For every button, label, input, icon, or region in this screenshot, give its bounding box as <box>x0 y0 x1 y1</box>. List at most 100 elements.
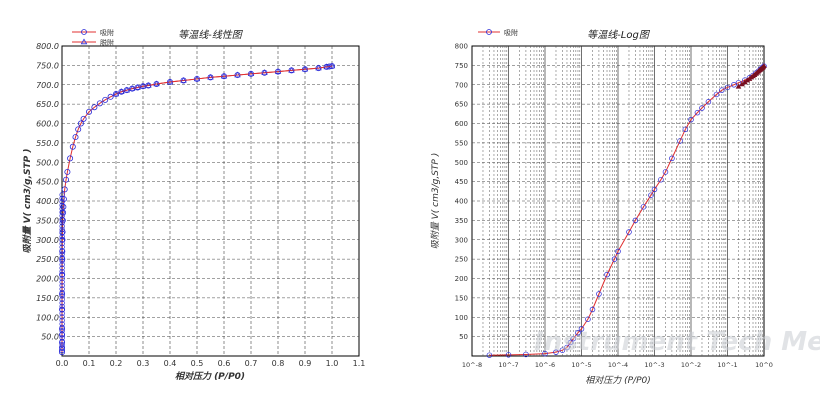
adsorption-point <box>107 93 114 100</box>
adsorption-point <box>688 116 694 123</box>
adsorption-point <box>713 91 720 98</box>
adsorption-point <box>59 254 65 261</box>
y-tick-label: 750.0 <box>36 61 59 70</box>
desorption-point <box>134 83 141 90</box>
adsorption-point <box>59 335 65 341</box>
x-tick-label: 10^-2 <box>681 361 701 369</box>
adsorption-point <box>59 209 65 215</box>
adsorption-point <box>59 338 65 344</box>
y-tick-label: 350 <box>455 217 468 225</box>
desorption-point <box>288 66 295 73</box>
x-tick-label: 10^-8 <box>462 361 482 369</box>
desorption-point <box>153 80 160 87</box>
desorption-point <box>261 69 268 75</box>
y-tick-label: 400.0 <box>36 197 59 206</box>
adsorption-point <box>59 349 66 356</box>
y-tick-label: 250.0 <box>36 255 59 264</box>
y-tick-label: 800 <box>455 43 468 51</box>
log-chart-title: 等温线-Log图 <box>587 29 651 41</box>
adsorption-point <box>626 229 632 235</box>
x-tick-label: 10^-6 <box>535 361 555 369</box>
y-tick-label: 450 <box>455 178 468 186</box>
y-tick-label: 250 <box>455 256 468 264</box>
adsorption-point <box>59 275 65 282</box>
desorption-point <box>274 68 282 74</box>
adsorption-point <box>59 268 65 275</box>
y-tick-label: 550 <box>455 139 468 147</box>
adsorption-point <box>59 192 65 198</box>
legend-circle-marker <box>81 29 87 35</box>
series-line-adsorption <box>489 65 765 356</box>
adsorption-point <box>564 344 570 351</box>
legend-circle-marker <box>486 29 492 35</box>
linear-isotherm-chart: 0.0 0.1 0.2 0.3 0.4 0.5 0.6 0.7 0.8 0.9 1.0 1.1 50.0… <box>22 28 365 382</box>
adsorption-point <box>59 265 65 271</box>
y-tick-label: 400 <box>455 198 468 206</box>
y-tick-label: 500.0 <box>36 158 59 167</box>
y-tick-label: 350.0 <box>36 216 59 225</box>
adsorption-point <box>542 350 548 357</box>
adsorption-point <box>705 99 712 105</box>
linear-legend: 吸附 脱附 <box>72 28 114 47</box>
adsorption-point <box>59 220 65 226</box>
y-tick-label: 600.0 <box>36 120 59 129</box>
adsorption-point <box>575 330 581 336</box>
y-tick-label: 100 <box>455 314 468 322</box>
x-tick-label: 0.5 <box>191 359 204 368</box>
adsorption-point <box>669 155 675 162</box>
adsorption-point <box>59 244 65 250</box>
adsorption-point <box>59 199 65 205</box>
adsorption-point <box>662 169 669 175</box>
log-x-axis-label: 相对压力 (P/P0) <box>585 375 651 386</box>
x-tick-label: 0.9 <box>299 359 312 368</box>
desorption-point <box>739 81 745 87</box>
adsorption-point <box>59 289 65 296</box>
y-tick-label: 650.0 <box>36 100 59 109</box>
adsorption-point <box>61 186 68 193</box>
adsorption-point <box>59 328 65 334</box>
desorption-point <box>129 85 136 91</box>
adsorption-point <box>59 202 65 208</box>
adsorption-point <box>67 155 74 162</box>
adsorption-point <box>75 126 82 133</box>
y-tick-label: 300.0 <box>36 236 59 245</box>
adsorption-point <box>59 293 65 299</box>
adsorption-point <box>77 120 84 127</box>
x-tick-label: 10^-4 <box>608 361 628 369</box>
log-series <box>486 63 767 358</box>
adsorption-point <box>604 271 610 278</box>
adsorption-point <box>59 321 65 327</box>
desorption-point <box>220 72 228 79</box>
y-tick-label: 200.0 <box>36 275 59 284</box>
adsorption-point <box>59 347 66 354</box>
adsorption-point <box>59 317 65 324</box>
x-tick-label: 0.7 <box>245 359 258 368</box>
y-tick-label: 50.0 <box>41 333 59 342</box>
adsorption-point <box>596 291 602 297</box>
adsorption-point <box>80 115 87 122</box>
adsorption-point <box>72 134 79 141</box>
adsorption-point <box>611 256 618 262</box>
adsorption-point <box>59 300 65 306</box>
adsorption-point <box>59 227 65 233</box>
adsorption-point <box>567 339 574 346</box>
y-tick-label: 750 <box>455 62 468 70</box>
x-tick-label: 0.3 <box>137 359 150 368</box>
adsorption-point <box>59 345 65 351</box>
x-tick-label: 10^-7 <box>498 361 518 369</box>
desorption-point <box>207 73 214 80</box>
y-tick-label: 150 <box>455 294 468 302</box>
adsorption-point <box>651 186 658 193</box>
adsorption-point <box>589 306 596 313</box>
adsorption-point <box>559 347 566 353</box>
log-tick-labels: 10^-8 10^-7 10^-6 10^-5 10^-4 10^-3 10^-2 10^-1… <box>455 43 773 370</box>
adsorption-point <box>96 100 103 107</box>
x-tick-label: 10^-1 <box>717 361 737 369</box>
log-isotherm-chart: 10^-8 10^-7 10^-6 10^-5 10^-4 10^-3 10^-2 10^-1… <box>430 28 820 386</box>
adsorption-point <box>59 251 65 257</box>
adsorption-point <box>59 282 65 289</box>
adsorption-point <box>658 176 664 183</box>
y-tick-label: 600 <box>455 120 468 128</box>
adsorption-point <box>523 351 529 358</box>
